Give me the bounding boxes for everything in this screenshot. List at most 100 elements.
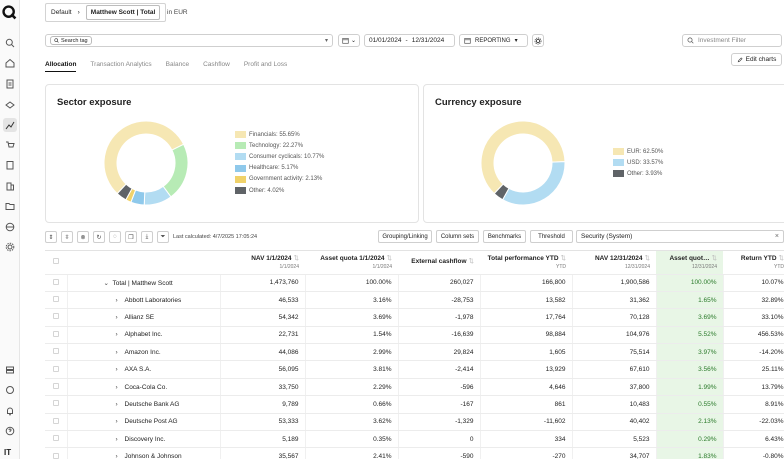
chevron-right-icon[interactable]: › — [115, 313, 118, 321]
visibility-button[interactable]: ◌ — [109, 231, 121, 243]
row-select-cell[interactable] — [45, 378, 68, 397]
currency-legend-item[interactable]: Other: 3.93% — [613, 168, 663, 179]
currency-donut-slice[interactable] — [480, 120, 566, 195]
row-select-cell[interactable] — [45, 430, 68, 449]
table-row[interactable]: › Deutsche Post AG 53,333 3.62% -1,329 -11,60… — [45, 413, 784, 432]
sector-donut-slice[interactable] — [103, 120, 185, 195]
row-select-cell[interactable] — [45, 413, 68, 432]
sector-legend-item[interactable]: Financials: 55.65% — [235, 129, 324, 140]
settings-button[interactable] — [532, 34, 544, 47]
select-all-cell[interactable] — [45, 251, 67, 275]
row-name-cell[interactable]: › Discovery Inc. — [67, 430, 221, 449]
chevron-right-icon[interactable]: › — [115, 296, 118, 304]
row-checkbox[interactable] — [52, 278, 59, 285]
currency-legend-item[interactable]: EUR: 62.50% — [613, 146, 663, 157]
filter-button[interactable]: ⏷ — [157, 231, 169, 243]
search-tag-select[interactable]: Search tag ▾ — [45, 34, 333, 47]
column-header[interactable]: Asset quota 1/1/2024 ⇅ 1/1/2024 — [305, 251, 398, 275]
settings-icon[interactable] — [3, 240, 17, 254]
clipboard-icon[interactable] — [3, 158, 17, 172]
grouping-select[interactable]: Security (System) × — [576, 230, 784, 243]
sector-legend-item[interactable]: Other: 4.02% — [235, 185, 324, 196]
link-button[interactable]: ⊗ — [77, 231, 89, 243]
grouping-linking-button[interactable]: Grouping/Linking — [378, 230, 432, 243]
app-logo[interactable] — [1, 4, 18, 21]
sector-legend-item[interactable]: Technology: 22.27% — [235, 140, 324, 151]
chevron-right-icon[interactable]: › — [115, 453, 118, 459]
table-row[interactable]: › Alphabet Inc. 22,731 1.54% -16,639 98,884 10… — [45, 326, 784, 345]
chevron-right-icon[interactable]: › — [115, 348, 118, 356]
tab-balance[interactable]: Balance — [165, 61, 190, 68]
edit-charts-button[interactable]: Edit charts — [731, 53, 782, 66]
table-row[interactable]: › Allianz SE 54,342 3.69% -1,978 17,764 70,128… — [45, 308, 784, 327]
threshold-button[interactable]: Threshold — [530, 230, 573, 243]
table-row[interactable]: › Coca-Cola Co. 33,750 2.29% -596 4,646 37,800… — [45, 378, 784, 397]
row-select-cell[interactable] — [45, 395, 68, 414]
currency-donut-chart[interactable] — [480, 120, 566, 206]
sector-legend-item[interactable]: Healthcare: 5.17% — [235, 163, 324, 174]
row-name-cell[interactable]: ⌄ Total | Matthew Scott — [67, 274, 221, 292]
row-name-cell[interactable]: › Coca-Cola Co. — [67, 378, 221, 397]
chevron-right-icon[interactable]: › — [115, 383, 118, 391]
total-row[interactable]: ⌄ Total | Matthew Scott 1,473,760 100.00% 26… — [45, 274, 784, 292]
row-name-cell[interactable]: › Abbott Laboratories — [67, 291, 221, 310]
row-checkbox[interactable] — [52, 435, 59, 442]
sort-icon[interactable]: ⇅ — [386, 255, 392, 263]
layers-icon[interactable] — [3, 97, 17, 111]
table-row[interactable]: › Discovery Inc. 5,189 0.35% 0 334 5,523 0.29% 6… — [45, 430, 784, 449]
sort-icon[interactable]: ⇅ — [644, 255, 650, 263]
row-checkbox[interactable] — [52, 400, 59, 407]
sector-donut-slice[interactable] — [162, 143, 189, 198]
chevron-right-icon[interactable]: › — [115, 435, 118, 443]
sector-donut-slice[interactable] — [116, 183, 133, 201]
breadcrumb-root[interactable]: Default — [51, 9, 72, 16]
row-checkbox[interactable] — [52, 330, 59, 337]
chat-icon[interactable] — [3, 383, 17, 397]
documents-icon[interactable] — [3, 77, 17, 91]
row-select-cell[interactable] — [45, 274, 68, 292]
date-from[interactable]: 01/01/2024 — [369, 37, 402, 44]
currency-legend-item[interactable]: USD: 33.57% — [613, 157, 663, 168]
column-header[interactable]: NAV 12/31/2024 ⇅ 12/31/2024 — [572, 251, 656, 275]
period-preset-button[interactable]: ⌄ — [338, 34, 360, 47]
tab-profit-and-loss[interactable]: Profit and Loss — [243, 61, 288, 68]
search-tag-chip[interactable]: Search tag — [50, 36, 92, 45]
building-icon[interactable] — [3, 179, 17, 193]
chevron-right-icon[interactable]: › — [115, 366, 118, 374]
row-name-cell[interactable]: › Deutsche Bank AG — [67, 395, 221, 414]
chevron-down-icon[interactable]: ▾ — [324, 38, 328, 44]
tab-transaction-analytics[interactable]: Transaction Analytics — [90, 61, 152, 68]
row-select-cell[interactable] — [45, 343, 68, 362]
search-icon[interactable] — [3, 36, 17, 50]
sector-donut-chart[interactable] — [103, 120, 189, 206]
chevron-right-icon[interactable]: › — [115, 400, 118, 408]
row-checkbox[interactable] — [52, 313, 59, 320]
currency-donut-slice[interactable] — [501, 161, 566, 206]
help-icon[interactable] — [3, 424, 17, 438]
home-icon[interactable] — [3, 56, 17, 70]
row-checkbox[interactable] — [52, 383, 59, 390]
sort-icon[interactable]: ⇅ — [560, 255, 566, 263]
chevron-right-icon[interactable]: › — [115, 418, 118, 426]
table-row[interactable]: › Johnson & Johnson 35,567 2.41% -590 -270 34,… — [45, 447, 784, 459]
row-checkbox[interactable] — [52, 348, 59, 355]
sort-icon[interactable]: ⇅ — [711, 255, 717, 263]
sort-icon[interactable]: ⇅ — [293, 255, 299, 263]
row-name-cell[interactable]: › Allianz SE — [67, 308, 221, 327]
row-checkbox[interactable] — [52, 296, 59, 303]
row-select-cell[interactable] — [45, 447, 68, 459]
row-select-cell[interactable] — [45, 326, 68, 345]
row-name-cell[interactable]: › Deutsche Post AG — [67, 413, 221, 432]
benchmarks-button[interactable]: Benchmarks — [483, 230, 526, 243]
currency-donut-slice[interactable] — [493, 183, 510, 201]
column-header[interactable]: Total performance YTD ⇅ YTD — [480, 251, 572, 275]
row-select-cell[interactable] — [45, 360, 68, 379]
clear-icon[interactable]: × — [774, 233, 779, 240]
row-name-cell[interactable]: › Amazon Inc. — [67, 343, 221, 362]
refresh-button[interactable]: ↻ — [93, 231, 105, 243]
column-sets-button[interactable]: Column sets — [436, 230, 479, 243]
chevron-right-icon[interactable]: › — [115, 331, 118, 339]
row-checkbox[interactable] — [52, 452, 59, 459]
server-icon[interactable] — [3, 363, 17, 377]
tab-allocation[interactable]: Allocation — [45, 61, 77, 72]
